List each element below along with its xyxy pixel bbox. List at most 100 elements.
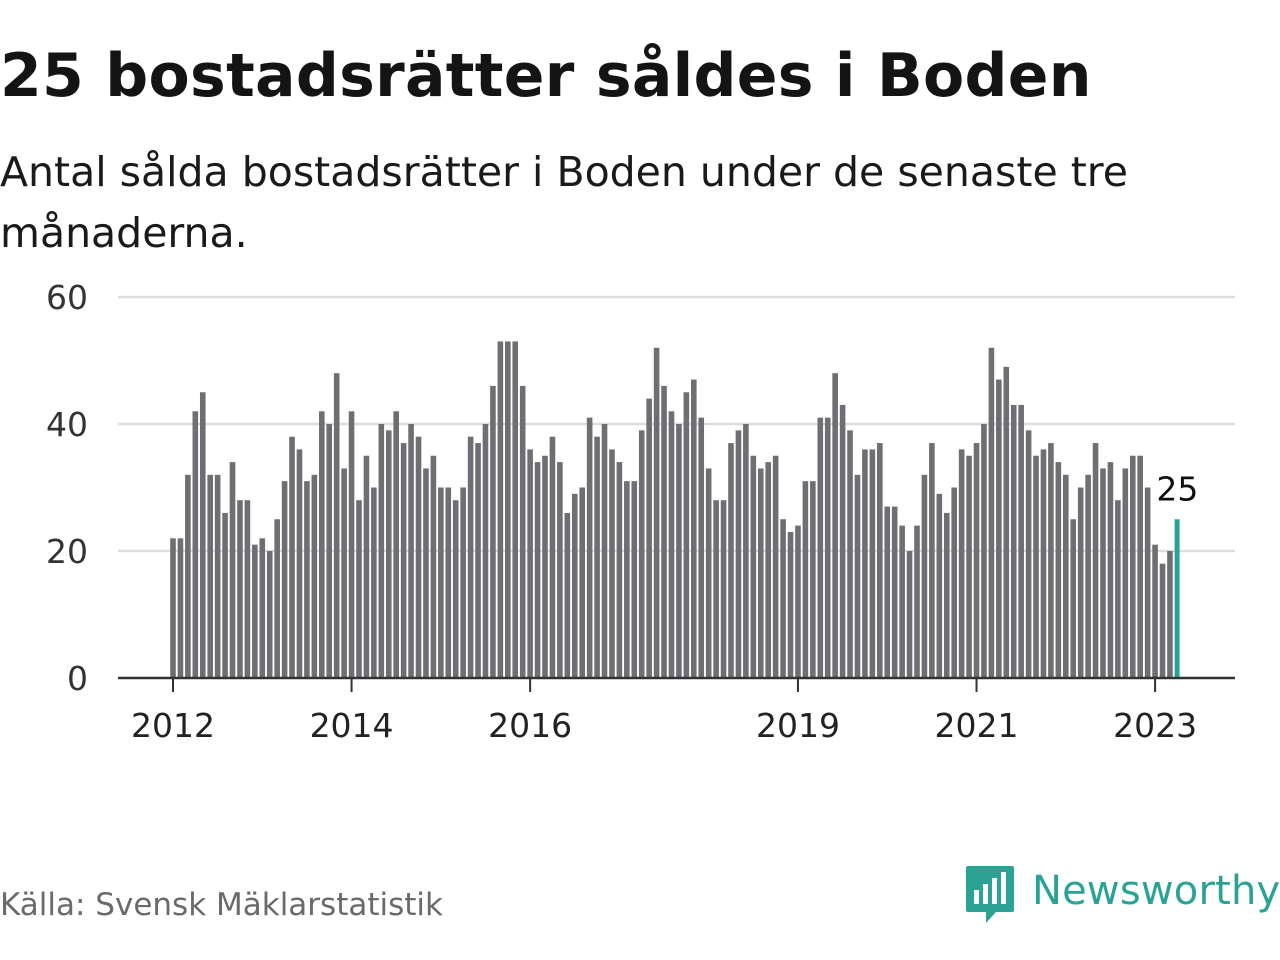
bar — [490, 385, 496, 678]
bar — [244, 500, 251, 678]
bar — [668, 411, 675, 678]
bar — [452, 500, 459, 678]
x-tick-label: 2023 — [1113, 706, 1197, 745]
bar — [482, 424, 489, 678]
bar — [609, 449, 615, 678]
bar — [415, 436, 422, 678]
bar — [646, 398, 652, 678]
bar — [571, 493, 578, 678]
bar — [906, 551, 913, 678]
bar — [914, 525, 920, 678]
bar — [527, 449, 533, 678]
bar — [430, 455, 437, 678]
bar — [616, 462, 623, 678]
bar — [252, 544, 258, 678]
bar — [1137, 455, 1143, 678]
bar — [862, 449, 868, 678]
bar — [534, 462, 541, 678]
bar — [467, 436, 474, 678]
labels: 0 20 40 60 2012 2014 2016 2019 2021 2023 25 — [46, 278, 1198, 745]
x-tick-label: 2012 — [131, 706, 215, 745]
y-tick-label: 0 — [67, 659, 88, 698]
bar — [1085, 474, 1091, 678]
bar — [661, 385, 667, 678]
bars — [170, 341, 1180, 678]
bar — [311, 474, 318, 678]
newsworthy-logo: Newsworthy — [964, 864, 1280, 928]
bar — [1063, 474, 1069, 678]
bar — [832, 373, 838, 678]
bar — [624, 481, 630, 678]
bar — [951, 487, 957, 678]
bar — [460, 487, 466, 678]
bar — [564, 512, 571, 678]
bar-highlight — [1174, 519, 1180, 678]
bar — [1055, 462, 1062, 678]
bar — [222, 512, 228, 678]
bar — [981, 424, 987, 678]
bar — [281, 481, 288, 678]
bar — [497, 341, 504, 678]
bar — [1010, 404, 1017, 678]
bar — [378, 424, 385, 678]
bar — [869, 449, 876, 678]
bar — [854, 474, 861, 678]
bar — [512, 341, 519, 678]
bar — [192, 411, 199, 678]
bar — [847, 430, 853, 678]
bar — [586, 417, 593, 678]
bar — [1077, 487, 1084, 678]
newsworthy-bar-chart-icon — [966, 866, 1014, 923]
axes — [118, 676, 1235, 692]
bar — [385, 430, 392, 678]
bar — [802, 481, 809, 678]
bar — [743, 424, 749, 678]
bar — [720, 500, 727, 678]
chart-title: 25 bostadsrätter såldes i Boden — [0, 41, 1092, 111]
bar — [319, 411, 325, 678]
bar — [393, 411, 399, 678]
bar — [713, 500, 719, 678]
bar — [1025, 430, 1032, 678]
bar — [943, 512, 950, 678]
bar — [229, 462, 236, 678]
bar — [304, 481, 310, 678]
bar — [839, 404, 846, 678]
bar — [810, 481, 816, 678]
bar — [683, 392, 690, 678]
bar — [400, 443, 407, 678]
bar — [929, 443, 935, 678]
x-tick-label: 2016 — [488, 706, 572, 745]
bar — [423, 468, 429, 678]
bar — [750, 455, 757, 678]
bar — [988, 347, 995, 678]
bar — [780, 519, 786, 678]
bar — [1122, 468, 1129, 678]
bar — [728, 443, 734, 678]
bar — [1092, 443, 1099, 678]
bar — [274, 519, 280, 678]
bar — [958, 449, 965, 678]
y-tick-label: 60 — [46, 278, 88, 317]
chart-subtitle: Antal sålda bostadsrätter i Boden under … — [0, 148, 1128, 257]
bar — [795, 525, 801, 678]
bar — [638, 430, 645, 678]
bar — [1100, 468, 1106, 678]
y-tick-label: 40 — [46, 405, 88, 444]
bar — [237, 500, 243, 678]
bar — [899, 525, 905, 678]
bar — [817, 417, 824, 678]
bar — [1048, 443, 1054, 678]
bar — [966, 455, 972, 678]
x-tick-label: 2021 — [935, 706, 1019, 745]
bar — [266, 551, 273, 678]
bar — [735, 430, 742, 678]
bar — [921, 474, 928, 678]
bar — [207, 474, 213, 678]
bar — [1107, 462, 1114, 678]
bar — [438, 487, 444, 678]
bar — [1040, 449, 1047, 678]
bar — [765, 462, 771, 678]
bar — [519, 385, 526, 678]
brand-name: Newsworthy — [1032, 868, 1280, 914]
